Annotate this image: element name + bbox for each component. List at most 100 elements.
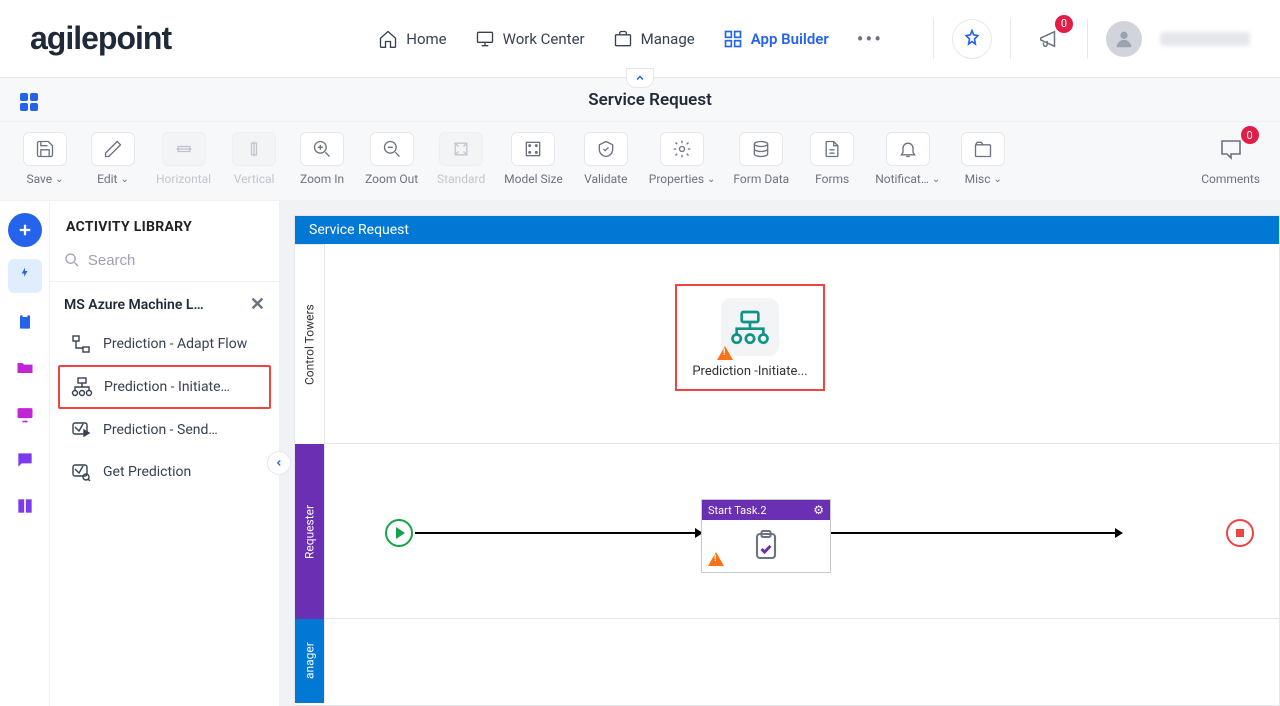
lane-label-manager[interactable]: anager	[295, 619, 324, 703]
brand-logo: agilepoint	[30, 20, 171, 57]
comments-badge: 0	[1241, 126, 1259, 144]
connector[interactable]	[831, 532, 1121, 534]
align-vertical-button[interactable]: Vertical	[229, 132, 279, 186]
rail-chat-button[interactable]	[8, 443, 42, 477]
search-icon	[64, 251, 80, 269]
lane-label-requester[interactable]: Requester	[295, 444, 324, 619]
prediction-activity[interactable]: Prediction -Initiate...	[675, 284, 825, 391]
rail-clipboard-button[interactable]	[8, 305, 42, 339]
task-settings-button[interactable]: ⚙	[813, 503, 824, 517]
zoom-out-button[interactable]: Zoom Out	[365, 132, 418, 186]
edit-icon	[91, 132, 135, 166]
save-label: Save	[26, 172, 52, 186]
comments-button[interactable]: 0 Comments	[1201, 132, 1260, 186]
main-header: agilepoint Home Work Center Manage App B…	[0, 0, 1280, 78]
comments-label: Comments	[1201, 172, 1260, 186]
forms-label: Forms	[815, 172, 849, 186]
rail-folder-button[interactable]	[8, 351, 42, 385]
library-item-adapt-flow[interactable]: Prediction - Adapt Flow	[58, 323, 271, 365]
user-avatar[interactable]	[1106, 21, 1142, 57]
form-data-icon	[739, 132, 783, 166]
library-item-send[interactable]: Prediction - Send…	[58, 409, 271, 451]
start-event[interactable]	[385, 519, 413, 547]
vertical-label: Vertical	[234, 172, 275, 186]
chevron-down-icon: ⌄	[932, 174, 940, 185]
save-icon	[23, 132, 67, 166]
item-label: Prediction - Adapt Flow	[103, 336, 247, 353]
ai-assist-button[interactable]	[952, 19, 992, 59]
briefcase-icon	[613, 29, 633, 49]
properties-button[interactable]: Properties⌄	[649, 132, 716, 186]
align-vertical-icon	[232, 132, 276, 166]
library-search[interactable]	[50, 245, 279, 282]
zoom-standard-icon	[439, 132, 483, 166]
misc-button[interactable]: Misc⌄	[958, 132, 1008, 186]
save-button[interactable]: Save⌄	[20, 132, 70, 186]
library-item-initiate[interactable]: Prediction - Initiate…	[58, 365, 271, 409]
announcements-button[interactable]: 0	[1029, 19, 1069, 59]
validate-button[interactable]: Validate	[581, 132, 631, 186]
nav-work-center[interactable]: Work Center	[475, 29, 585, 49]
chevron-down-icon: ⌄	[120, 174, 128, 185]
search-input[interactable]	[88, 252, 265, 269]
nav-manage-label: Manage	[641, 30, 695, 48]
library-items: Prediction - Adapt Flow Prediction - Ini…	[50, 323, 279, 493]
category-label: MS Azure Machine L…	[64, 297, 204, 313]
end-event[interactable]	[1226, 519, 1254, 547]
header-collapse-toggle[interactable]	[626, 68, 654, 88]
form-data-button[interactable]: Form Data	[733, 132, 789, 186]
zoom-out-label: Zoom Out	[365, 172, 418, 186]
validate-label: Validate	[584, 172, 627, 186]
canvas-area: Service Request Control Towers Requester…	[280, 201, 1280, 706]
model-size-label: Model Size	[504, 172, 563, 186]
rail-monitor-button[interactable]	[8, 397, 42, 431]
lane-labels: Control Towers Requester anager	[295, 244, 325, 703]
comments-icon: 0	[1209, 132, 1253, 166]
rail-ml-button[interactable]	[8, 259, 42, 293]
apps-grid-button[interactable]	[20, 89, 40, 111]
lane-requester[interactable]: Start Task.2 ⚙	[325, 444, 1279, 619]
activity-library-panel: ACTIVITY LIBRARY MS Azure Machine L… ✕ P…	[50, 201, 280, 706]
zoom-in-button[interactable]: Zoom In	[297, 132, 347, 186]
add-button[interactable]	[8, 213, 42, 247]
nav-manage[interactable]: Manage	[613, 29, 695, 49]
nav-app-builder[interactable]: App Builder	[723, 29, 829, 49]
announcements-badge: 0	[1055, 15, 1073, 33]
main-area: ACTIVITY LIBRARY MS Azure Machine L… ✕ P…	[0, 201, 1280, 706]
task-header: Start Task.2 ⚙	[702, 500, 830, 520]
forms-icon	[810, 132, 854, 166]
library-title: ACTIVITY LIBRARY	[50, 201, 279, 245]
send-icon	[69, 418, 93, 442]
align-horizontal-button[interactable]: Horizontal	[156, 132, 211, 186]
username	[1160, 32, 1250, 46]
panel-collapse-button[interactable]	[267, 451, 291, 475]
chevron-down-icon: ⌄	[55, 174, 63, 185]
canvas-body: Control Towers Requester anager Predicti…	[295, 244, 1279, 703]
zoom-standard-button[interactable]: Standard	[436, 132, 486, 186]
edit-button[interactable]: Edit⌄	[88, 132, 138, 186]
notifications-button[interactable]: Notificat…⌄	[875, 132, 940, 186]
home-icon	[378, 29, 398, 49]
nav-home[interactable]: Home	[378, 29, 446, 49]
process-canvas[interactable]: Service Request Control Towers Requester…	[294, 215, 1280, 706]
category-close-button[interactable]: ✕	[250, 294, 265, 315]
connector[interactable]	[415, 532, 700, 534]
page-title: Service Request	[588, 90, 712, 110]
header-right: 0	[913, 19, 1250, 59]
start-task-activity[interactable]: Start Task.2 ⚙	[701, 499, 831, 573]
nav-work-center-label: Work Center	[503, 30, 585, 48]
forms-button[interactable]: Forms	[807, 132, 857, 186]
form-data-label: Form Data	[733, 172, 789, 186]
misc-icon	[961, 132, 1005, 166]
lane-label-control-towers[interactable]: Control Towers	[295, 244, 324, 444]
rail-columns-button[interactable]	[8, 489, 42, 523]
item-label: Prediction - Initiate…	[104, 379, 230, 396]
library-item-get[interactable]: Get Prediction	[58, 451, 271, 493]
model-size-button[interactable]: Model Size	[504, 132, 563, 186]
notifications-label: Notificat…	[875, 172, 929, 186]
nav-more[interactable]: •••	[857, 27, 883, 51]
lane-control-towers[interactable]: Prediction -Initiate...	[325, 244, 1279, 444]
zoom-in-label: Zoom In	[300, 172, 344, 186]
validate-icon	[584, 132, 628, 166]
task-body	[702, 520, 830, 572]
